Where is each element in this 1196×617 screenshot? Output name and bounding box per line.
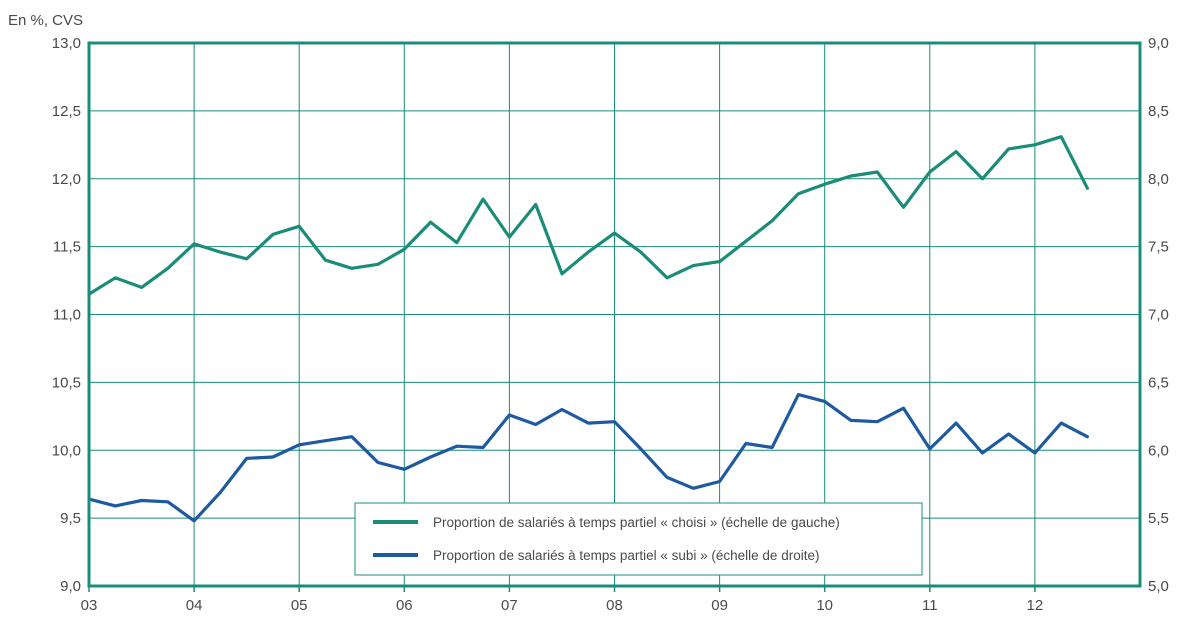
x-tick-label: 11 [922, 597, 938, 614]
series-lines [87, 135, 1090, 523]
left-tick-label: 10,0 [52, 442, 81, 459]
right-tick-label: 7,0 [1148, 307, 1169, 324]
right-tick-label: 8,0 [1148, 171, 1169, 188]
series-line-choisi [87, 135, 1090, 296]
x-tick-label: 10 [816, 597, 833, 614]
x-tick-label: 03 [81, 597, 98, 614]
left-tick-label: 11,5 [53, 239, 81, 256]
left-tick-label: 9,5 [60, 510, 81, 527]
left-axis-ticks: 9,0 9,5 10,0 10,5 11,0 11,5 12,0 12,5 13,0 [52, 35, 81, 595]
x-tick-label: 07 [501, 597, 518, 614]
left-tick-label: 10,5 [52, 374, 81, 391]
x-tick-label: 06 [396, 597, 413, 614]
legend-box [354, 502, 923, 576]
x-tick-label: 09 [711, 597, 728, 614]
plot-frame [87, 41, 1142, 588]
right-tick-label: 7,5 [1148, 239, 1169, 256]
x-axis-ticks: 03 04 05 06 07 08 09 10 11 12 [81, 586, 1044, 614]
legend-label-choisi: Proportion de salariés à temps partiel «… [433, 515, 840, 530]
unit-label: En %, CVS [8, 12, 83, 29]
x-tick-label: 05 [291, 597, 308, 614]
right-axis-ticks: 5,0 5,5 6,0 6,5 7,0 7,5 8,0 8,5 9,0 [1148, 35, 1169, 595]
x-tick-label: 08 [606, 597, 623, 614]
right-tick-label: 6,5 [1148, 374, 1169, 391]
left-tick-label: 9,0 [60, 578, 81, 595]
left-tick-label: 12,0 [52, 171, 81, 188]
series-line-subi [87, 393, 1090, 523]
legend-label-subi: Proportion de salariés à temps partiel «… [433, 548, 819, 563]
grid-lines [88, 42, 1140, 587]
left-tick-label: 13,0 [52, 35, 81, 52]
right-tick-label: 5,5 [1148, 510, 1169, 527]
x-tick-label: 04 [186, 597, 203, 614]
right-tick-label: 6,0 [1148, 442, 1169, 459]
right-tick-label: 8,5 [1148, 103, 1169, 120]
left-tick-label: 11,0 [53, 307, 81, 324]
right-tick-label: 5,0 [1148, 578, 1169, 595]
left-tick-label: 12,5 [52, 103, 81, 120]
right-tick-label: 9,0 [1148, 35, 1169, 52]
x-tick-label: 12 [1027, 597, 1044, 614]
legend: Proportion de salariés à temps partiel «… [354, 502, 923, 576]
